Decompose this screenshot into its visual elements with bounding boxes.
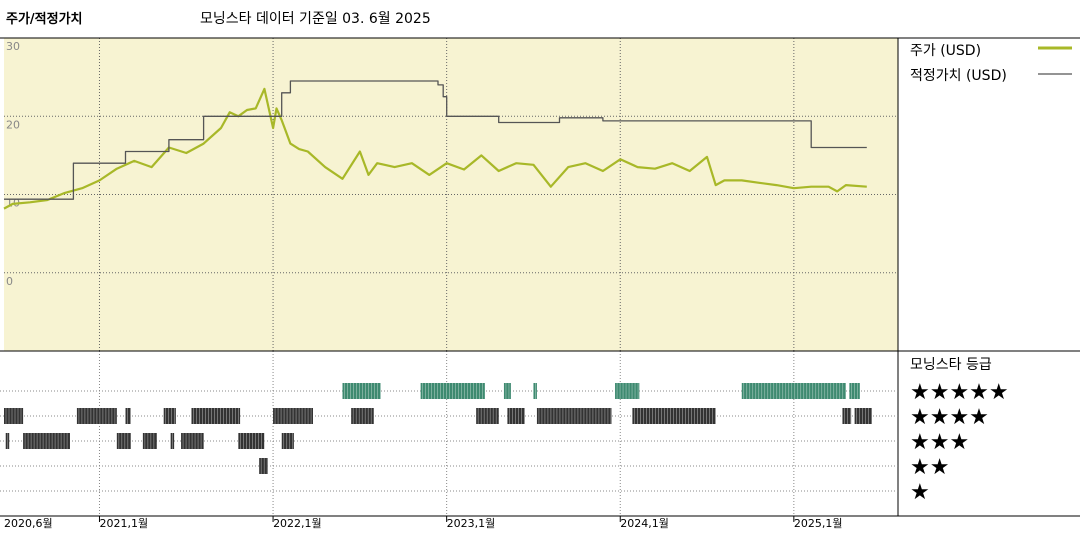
rating-bar-5-star: [342, 383, 381, 399]
x-tick-label: 2024,1월: [620, 517, 669, 530]
rating-legend-title: 모닝스타 등급: [910, 357, 992, 373]
x-tick-label: 2025,1월: [794, 517, 843, 530]
rating-bars: [4, 383, 872, 474]
rating-level-1-stars: ★: [910, 480, 930, 505]
rating-bar-4-star: [163, 408, 176, 424]
x-tick-label: 2022,1월: [273, 517, 322, 530]
legend-price-label: 주가 (USD): [910, 43, 981, 59]
rating-bar-5-star: [615, 383, 640, 399]
rating-bar-5-star: [741, 383, 846, 399]
rating-stars-legend: ★★★★★★★★★★★★★★★: [910, 380, 1009, 505]
x-axis-ticks: 2020,6월 2021,1월 2022,1월 2023,1월 2024,1월 2025,…: [4, 516, 842, 530]
chart-title: 주가/적정가치: [6, 12, 83, 27]
y-tick-label: 30: [6, 40, 20, 53]
rating-bar-3-star: [142, 433, 157, 449]
rating-grid: [0, 390, 898, 492]
series-layer: [3, 80, 867, 210]
rating-bar-4-star: [842, 408, 852, 424]
rating-level-2-stars: ★★: [910, 455, 949, 480]
rating-level-3-stars: ★★★: [910, 430, 969, 455]
rating-bar-3-star: [116, 433, 131, 449]
x-tick-label: 2021,1월: [99, 517, 148, 530]
rating-bar-3-star: [238, 433, 265, 449]
rating-level-4-stars: ★★★★: [910, 405, 989, 430]
x-tick-label: 2023,1월: [447, 517, 496, 530]
rating-level-5-stars: ★★★★★: [910, 380, 1009, 405]
rating-bar-4-star: [4, 408, 24, 424]
chart-subtitle: 모닝스타 데이터 기준일 03. 6월 2025: [200, 11, 431, 27]
rating-bar-4-star: [507, 408, 525, 424]
legend-fair-value-label: 적정가치 (USD): [910, 68, 1007, 84]
rating-bar-5-star: [503, 383, 511, 399]
rating-bar-3-star: [23, 433, 70, 449]
price-line: [3, 87, 867, 210]
rating-bar-2-star: [259, 458, 268, 474]
rating-bar-4-star: [125, 408, 131, 424]
rating-bar-4-star: [854, 408, 872, 424]
rating-bar-4-star: [191, 408, 241, 424]
y-tick-label: 20: [6, 118, 20, 131]
y-tick-label: 0: [6, 275, 13, 288]
rating-bar-3-star: [281, 433, 294, 449]
rating-bar-4-star: [632, 408, 716, 424]
fair-value-line: [4, 80, 867, 200]
x-tick-label: 2020,6월: [4, 517, 53, 530]
